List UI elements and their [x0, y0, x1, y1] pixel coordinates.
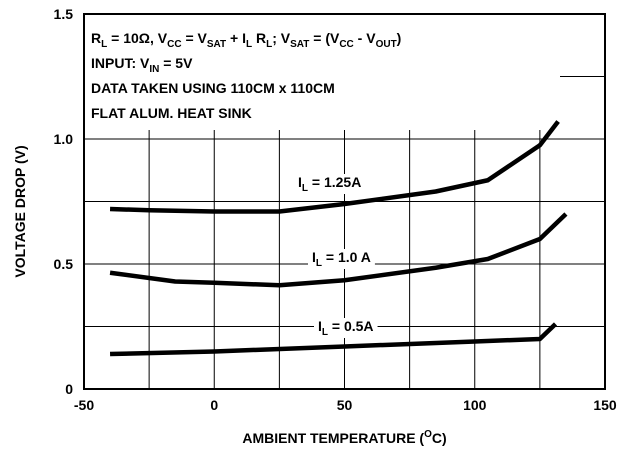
series-label-part: I — [318, 318, 322, 334]
series-label-part: = 1.25A — [308, 174, 361, 190]
plot-frame — [83, 13, 606, 390]
series-label-background — [294, 174, 366, 194]
annotation-part: ; V — [272, 30, 291, 46]
x-axis-label: AMBIENT TEMPERATURE (OC) — [242, 429, 446, 446]
x-tick-label: 100 — [463, 397, 487, 413]
y-tick-label: 1.5 — [54, 6, 74, 22]
series-label-part: L — [322, 327, 328, 338]
series-label-background — [314, 318, 378, 338]
annotation-part: CC — [339, 39, 353, 50]
series-label-part: I — [312, 249, 316, 265]
series-line — [109, 322, 558, 357]
series-label: IL = 1.0 A — [312, 249, 371, 269]
annotation-part: = V — [182, 30, 208, 46]
annotation-part: L — [266, 39, 272, 50]
series-label-part: L — [316, 258, 322, 269]
annotation-part: = (V — [309, 30, 340, 46]
annotation: INPUT: VIN = 5V — [91, 55, 193, 75]
series-line — [109, 120, 560, 214]
annotation-part: IN — [149, 64, 159, 75]
annotation-part: INPUT: V — [91, 55, 150, 71]
annotation-background — [85, 15, 560, 130]
x-axis-label-part: AMBIENT TEMPERATURE ( — [242, 430, 424, 446]
annotation: DATA TAKEN USING 110CM x 110CM — [91, 80, 335, 96]
annotation-part: DATA TAKEN USING 110CM x 110CM — [91, 80, 335, 96]
x-axis-label-part: C) — [432, 430, 447, 446]
series-label: IL = 0.5A — [318, 318, 374, 338]
series-label-part: = 1.0 A — [322, 249, 371, 265]
y-tick-label: 1.0 — [54, 131, 74, 147]
annotation-part: = 5V — [159, 55, 193, 71]
annotation-part: CC — [167, 39, 181, 50]
series-label-part: I — [298, 174, 302, 190]
series-label-background — [308, 249, 375, 269]
annotation-part: R — [91, 30, 101, 46]
annotation-part: L — [101, 39, 107, 50]
y-tick-label: 0.5 — [54, 256, 74, 272]
annotation-part: OUT — [376, 39, 397, 50]
annotation-part: SAT — [207, 39, 226, 50]
series-label: IL = 1.25A — [298, 174, 361, 194]
x-tick-label: 150 — [593, 397, 617, 413]
y-tick-label: 0 — [65, 381, 73, 397]
annotation-part: FLAT ALUM. HEAT SINK — [91, 105, 252, 121]
x-tick-label: -50 — [74, 397, 94, 413]
annotation: FLAT ALUM. HEAT SINK — [91, 105, 252, 121]
series-line — [109, 212, 568, 288]
annotation-part: R — [252, 30, 266, 46]
series-label-part: = 0.5A — [328, 318, 374, 334]
annotation-part: + I — [226, 30, 246, 46]
annotation: RL = 10Ω, VCC = VSAT + IL RL; VSAT = (VC… — [91, 30, 401, 50]
x-axis-label-part: O — [424, 429, 432, 440]
series-label-part: L — [302, 183, 308, 194]
annotation-part: = 10Ω, V — [107, 30, 168, 46]
y-axis-label: VOLTAGE DROP (V) — [12, 145, 28, 277]
annotation-part: SAT — [290, 39, 309, 50]
x-tick-label: 0 — [210, 397, 218, 413]
x-tick-label: 50 — [337, 397, 353, 413]
annotation-part: ) — [397, 30, 402, 46]
annotation-part: - V — [354, 30, 376, 46]
annotation-part: L — [246, 39, 252, 50]
